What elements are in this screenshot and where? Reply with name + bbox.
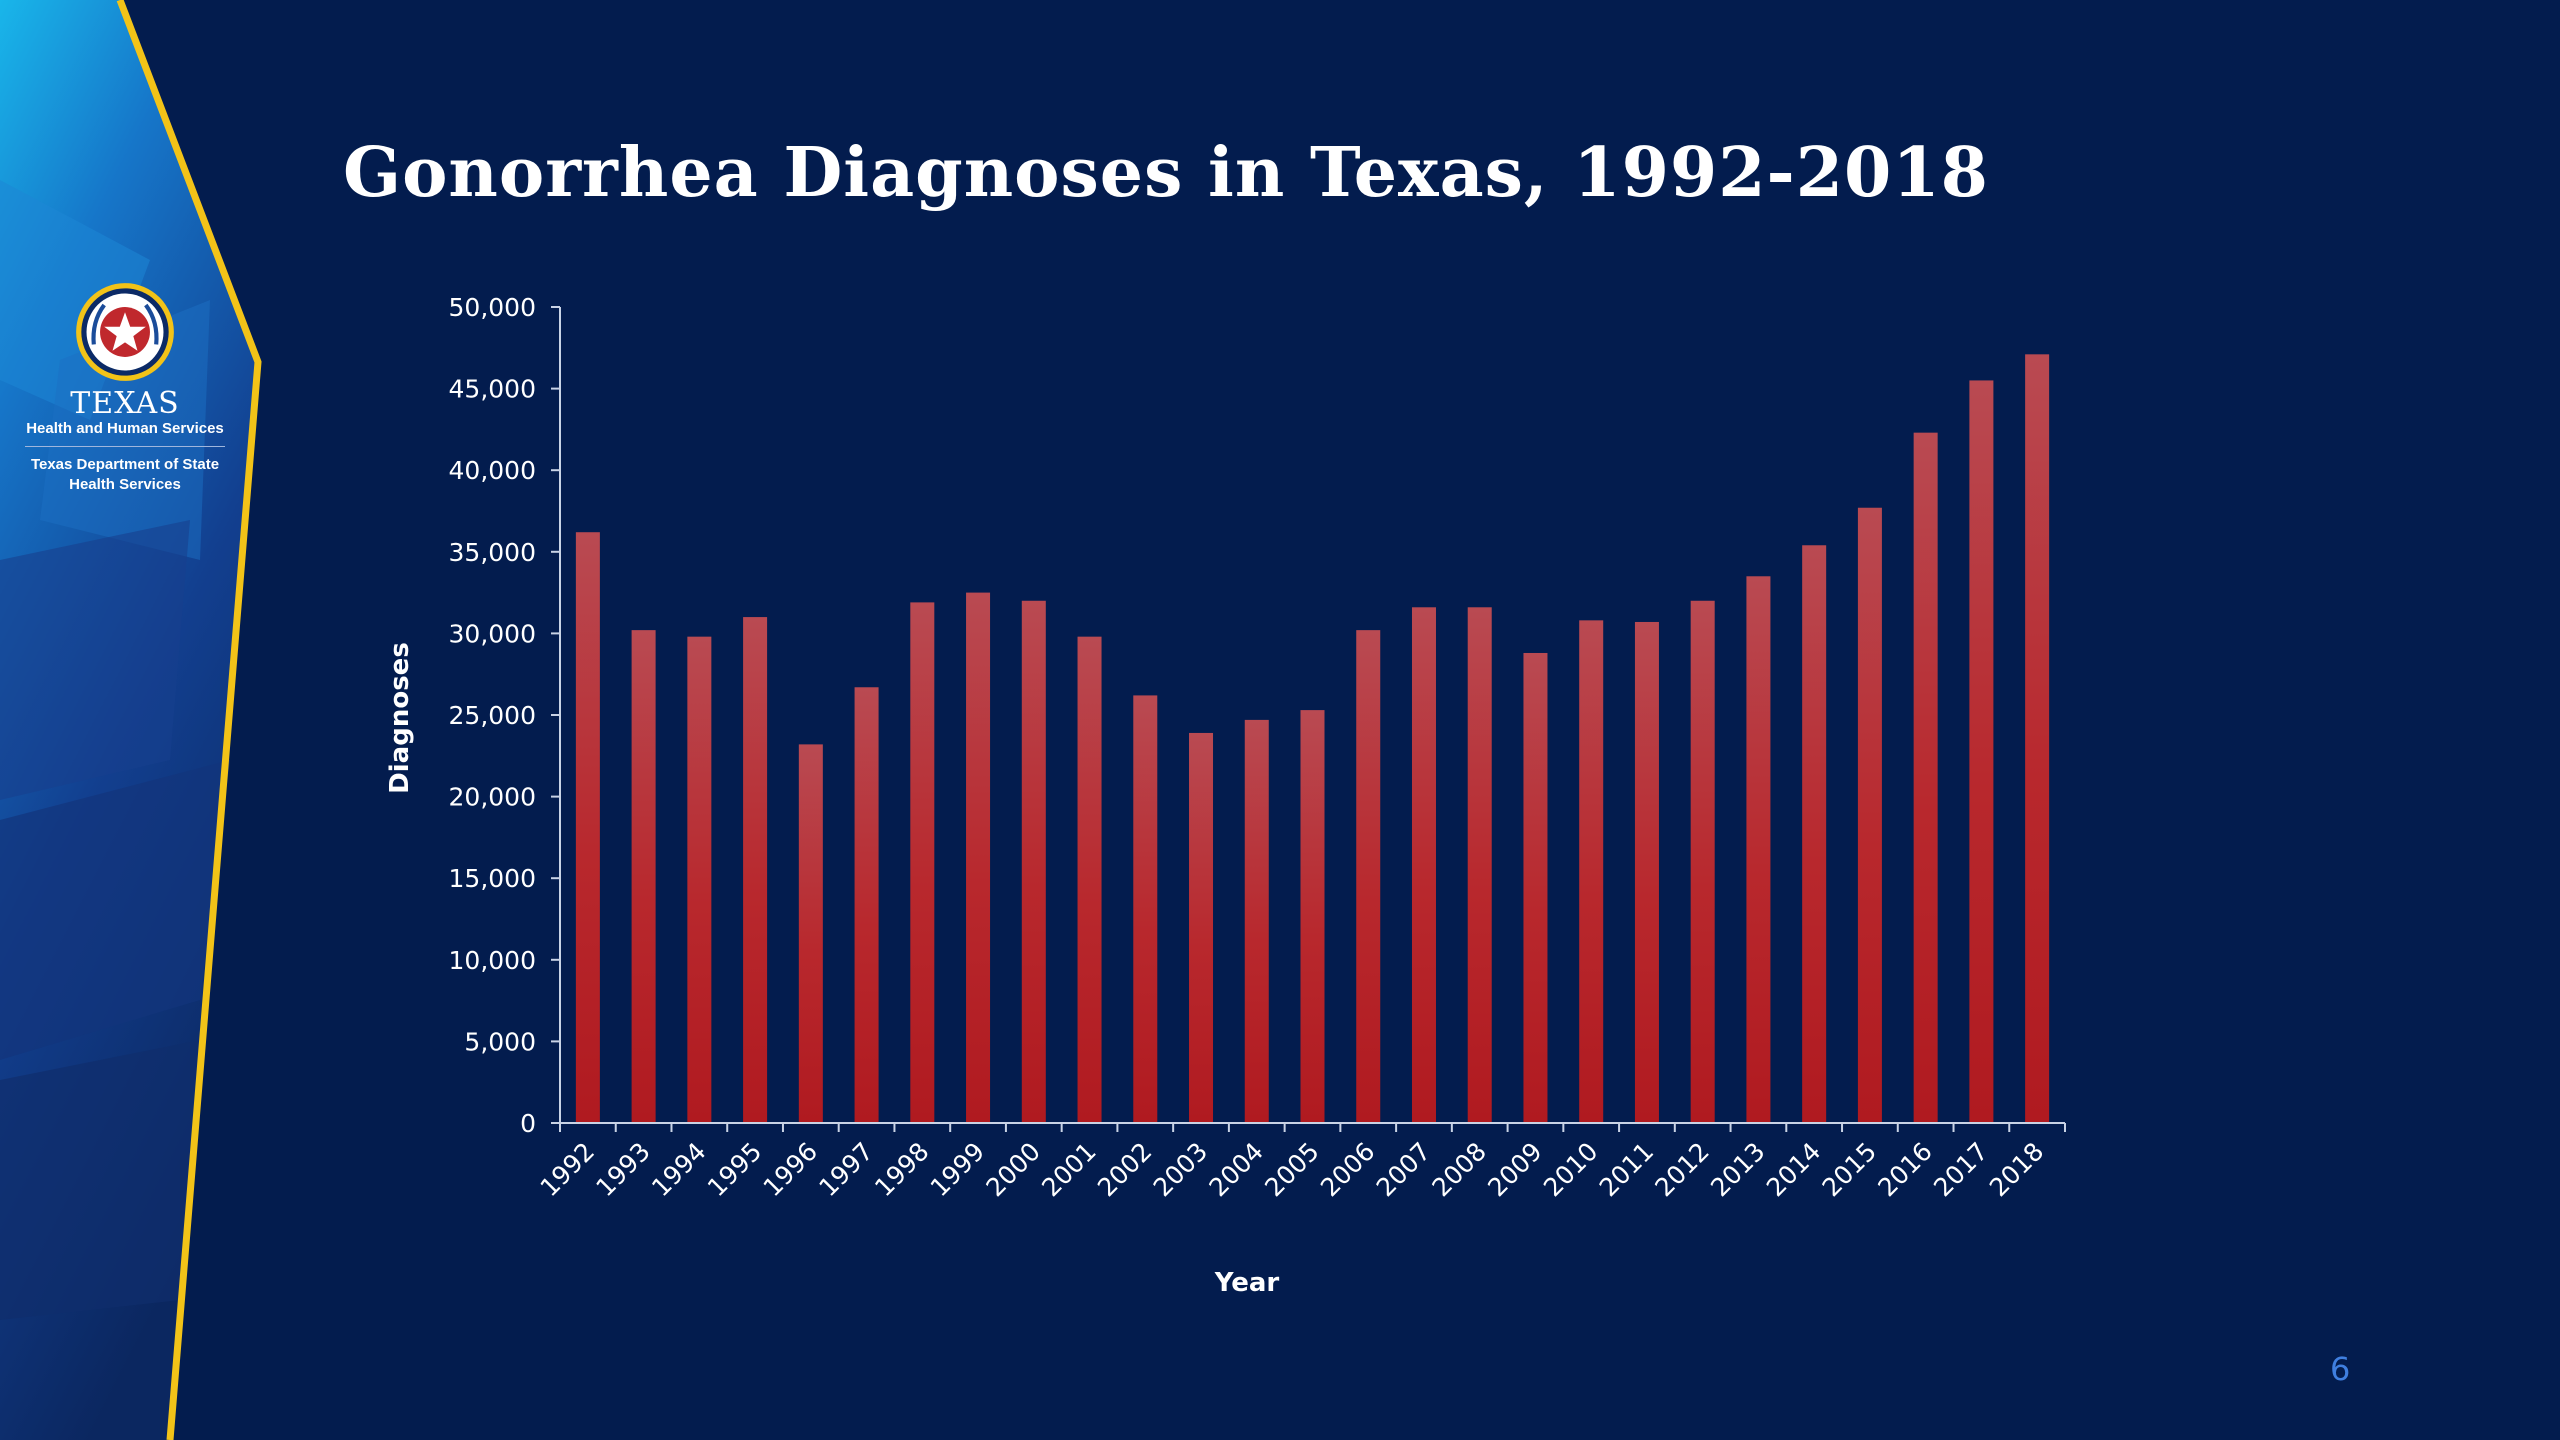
x-tick-label-2009: 2009	[1482, 1137, 1547, 1202]
y-tick-label: 35,000	[449, 538, 536, 567]
y-axis-label: Diagnoses	[385, 642, 415, 794]
y-axis-ticks: 0 5,000 10,000 15,000 20,000 25,000 30,000 35,0…	[449, 293, 560, 1138]
y-tick-label: 0	[520, 1109, 536, 1138]
bar-2013	[1746, 576, 1771, 1123]
logo-divider	[25, 446, 225, 447]
x-tick-label-2012: 2012	[1649, 1137, 1714, 1202]
y-tick-label: 15,000	[449, 864, 536, 893]
y-tick-label: 40,000	[449, 456, 536, 485]
bar-1999	[966, 592, 991, 1123]
bar-2016	[1913, 432, 1938, 1123]
bar-2009	[1523, 652, 1548, 1123]
bar-2008	[1467, 607, 1492, 1123]
bar-2014	[1802, 545, 1827, 1123]
x-tick-label-1997: 1997	[813, 1137, 878, 1202]
x-axis-ticks: 1992199319941995199619971998199920002001…	[535, 1123, 2066, 1202]
y-tick-label: 45,000	[449, 375, 536, 404]
page-number: 6	[2330, 1350, 2351, 1388]
x-tick-label-2017: 2017	[1928, 1137, 1993, 1202]
x-tick-label-2005: 2005	[1259, 1137, 1324, 1202]
x-tick-label-2011: 2011	[1594, 1137, 1659, 1202]
bar-2011	[1634, 621, 1659, 1123]
bars	[575, 354, 2050, 1124]
y-tick-label: 5,000	[464, 1027, 536, 1056]
y-tick-label: 10,000	[449, 946, 536, 975]
bar-2007	[1411, 607, 1436, 1123]
logo-agency: Health and Human Services	[26, 420, 224, 437]
bar-1996	[798, 744, 823, 1123]
x-tick-label-1992: 1992	[535, 1137, 600, 1202]
x-tick-label-2007: 2007	[1371, 1137, 1436, 1202]
slide-title: Gonorrhea Diagnoses in Texas, 1992-2018	[343, 133, 1989, 213]
bar-2001	[1077, 636, 1102, 1123]
bar-1998	[910, 602, 935, 1123]
x-tick-label-2014: 2014	[1761, 1137, 1826, 1202]
x-tick-label-2002: 2002	[1092, 1137, 1157, 1202]
bar-2015	[1857, 507, 1882, 1124]
x-tick-label-2004: 2004	[1204, 1137, 1269, 1202]
bar-1992	[575, 532, 600, 1123]
logo-department-line2: Health Services	[69, 476, 181, 493]
bar-2003	[1189, 732, 1214, 1123]
x-tick-label-2003: 2003	[1148, 1137, 1213, 1202]
x-tick-label-1996: 1996	[758, 1137, 823, 1202]
x-tick-label-1994: 1994	[646, 1137, 711, 1202]
bar-2005	[1300, 710, 1325, 1123]
bar-1995	[743, 617, 768, 1123]
bar-2012	[1690, 600, 1715, 1123]
texas-star-seal-icon	[76, 283, 174, 381]
y-tick-label: 20,000	[449, 783, 536, 812]
x-tick-label-2000: 2000	[981, 1137, 1046, 1202]
y-tick-label: 30,000	[449, 619, 536, 648]
y-tick-label: 25,000	[449, 701, 536, 730]
x-tick-label-2015: 2015	[1817, 1137, 1882, 1202]
x-tick-label-1995: 1995	[702, 1137, 767, 1202]
bar-1997	[854, 687, 879, 1123]
x-tick-label-1993: 1993	[590, 1137, 655, 1202]
bar-2010	[1579, 620, 1604, 1123]
x-tick-label-1999: 1999	[925, 1137, 990, 1202]
bar-1993	[631, 630, 656, 1123]
x-tick-label-2013: 2013	[1705, 1137, 1770, 1202]
x-tick-label-2010: 2010	[1538, 1137, 1603, 1202]
logo-department-line1: Texas Department of State	[30, 456, 220, 473]
x-tick-label-2016: 2016	[1872, 1137, 1937, 1202]
x-axis-label: Year	[1214, 1268, 1280, 1298]
x-tick-label-2018: 2018	[1984, 1137, 2049, 1202]
bar-2002	[1133, 695, 1158, 1123]
x-tick-label-2006: 2006	[1315, 1137, 1380, 1202]
logo-state-name: TEXAS	[70, 386, 180, 421]
bar-2006	[1356, 630, 1381, 1123]
bar-2017	[1969, 380, 1994, 1123]
x-tick-label-1998: 1998	[869, 1137, 934, 1202]
bar-2000	[1021, 600, 1046, 1123]
x-tick-label-2008: 2008	[1426, 1137, 1491, 1202]
bar-2018	[2025, 354, 2050, 1123]
texas-hhs-logo: TEXAS Health and Human Services Texas De…	[0, 280, 250, 520]
y-tick-label: 50,000	[449, 293, 536, 322]
bar-2004	[1244, 719, 1269, 1123]
bar-1994	[687, 636, 712, 1123]
x-tick-label-2001: 2001	[1036, 1137, 1101, 1202]
